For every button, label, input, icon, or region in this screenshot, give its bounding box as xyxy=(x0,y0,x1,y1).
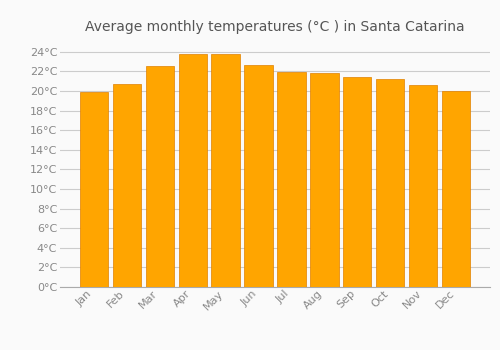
Bar xyxy=(112,84,140,287)
Bar xyxy=(80,92,108,287)
Bar xyxy=(310,74,338,287)
Bar xyxy=(410,85,438,287)
Bar xyxy=(244,64,272,287)
Bar xyxy=(344,77,371,287)
Title: Average monthly temperatures (°C ) in Santa Catarina: Average monthly temperatures (°C ) in Sa… xyxy=(85,20,465,34)
Bar xyxy=(146,66,174,287)
Bar xyxy=(376,79,404,287)
Bar xyxy=(178,54,206,287)
Bar xyxy=(278,72,305,287)
Bar xyxy=(212,54,240,287)
Bar xyxy=(442,91,470,287)
